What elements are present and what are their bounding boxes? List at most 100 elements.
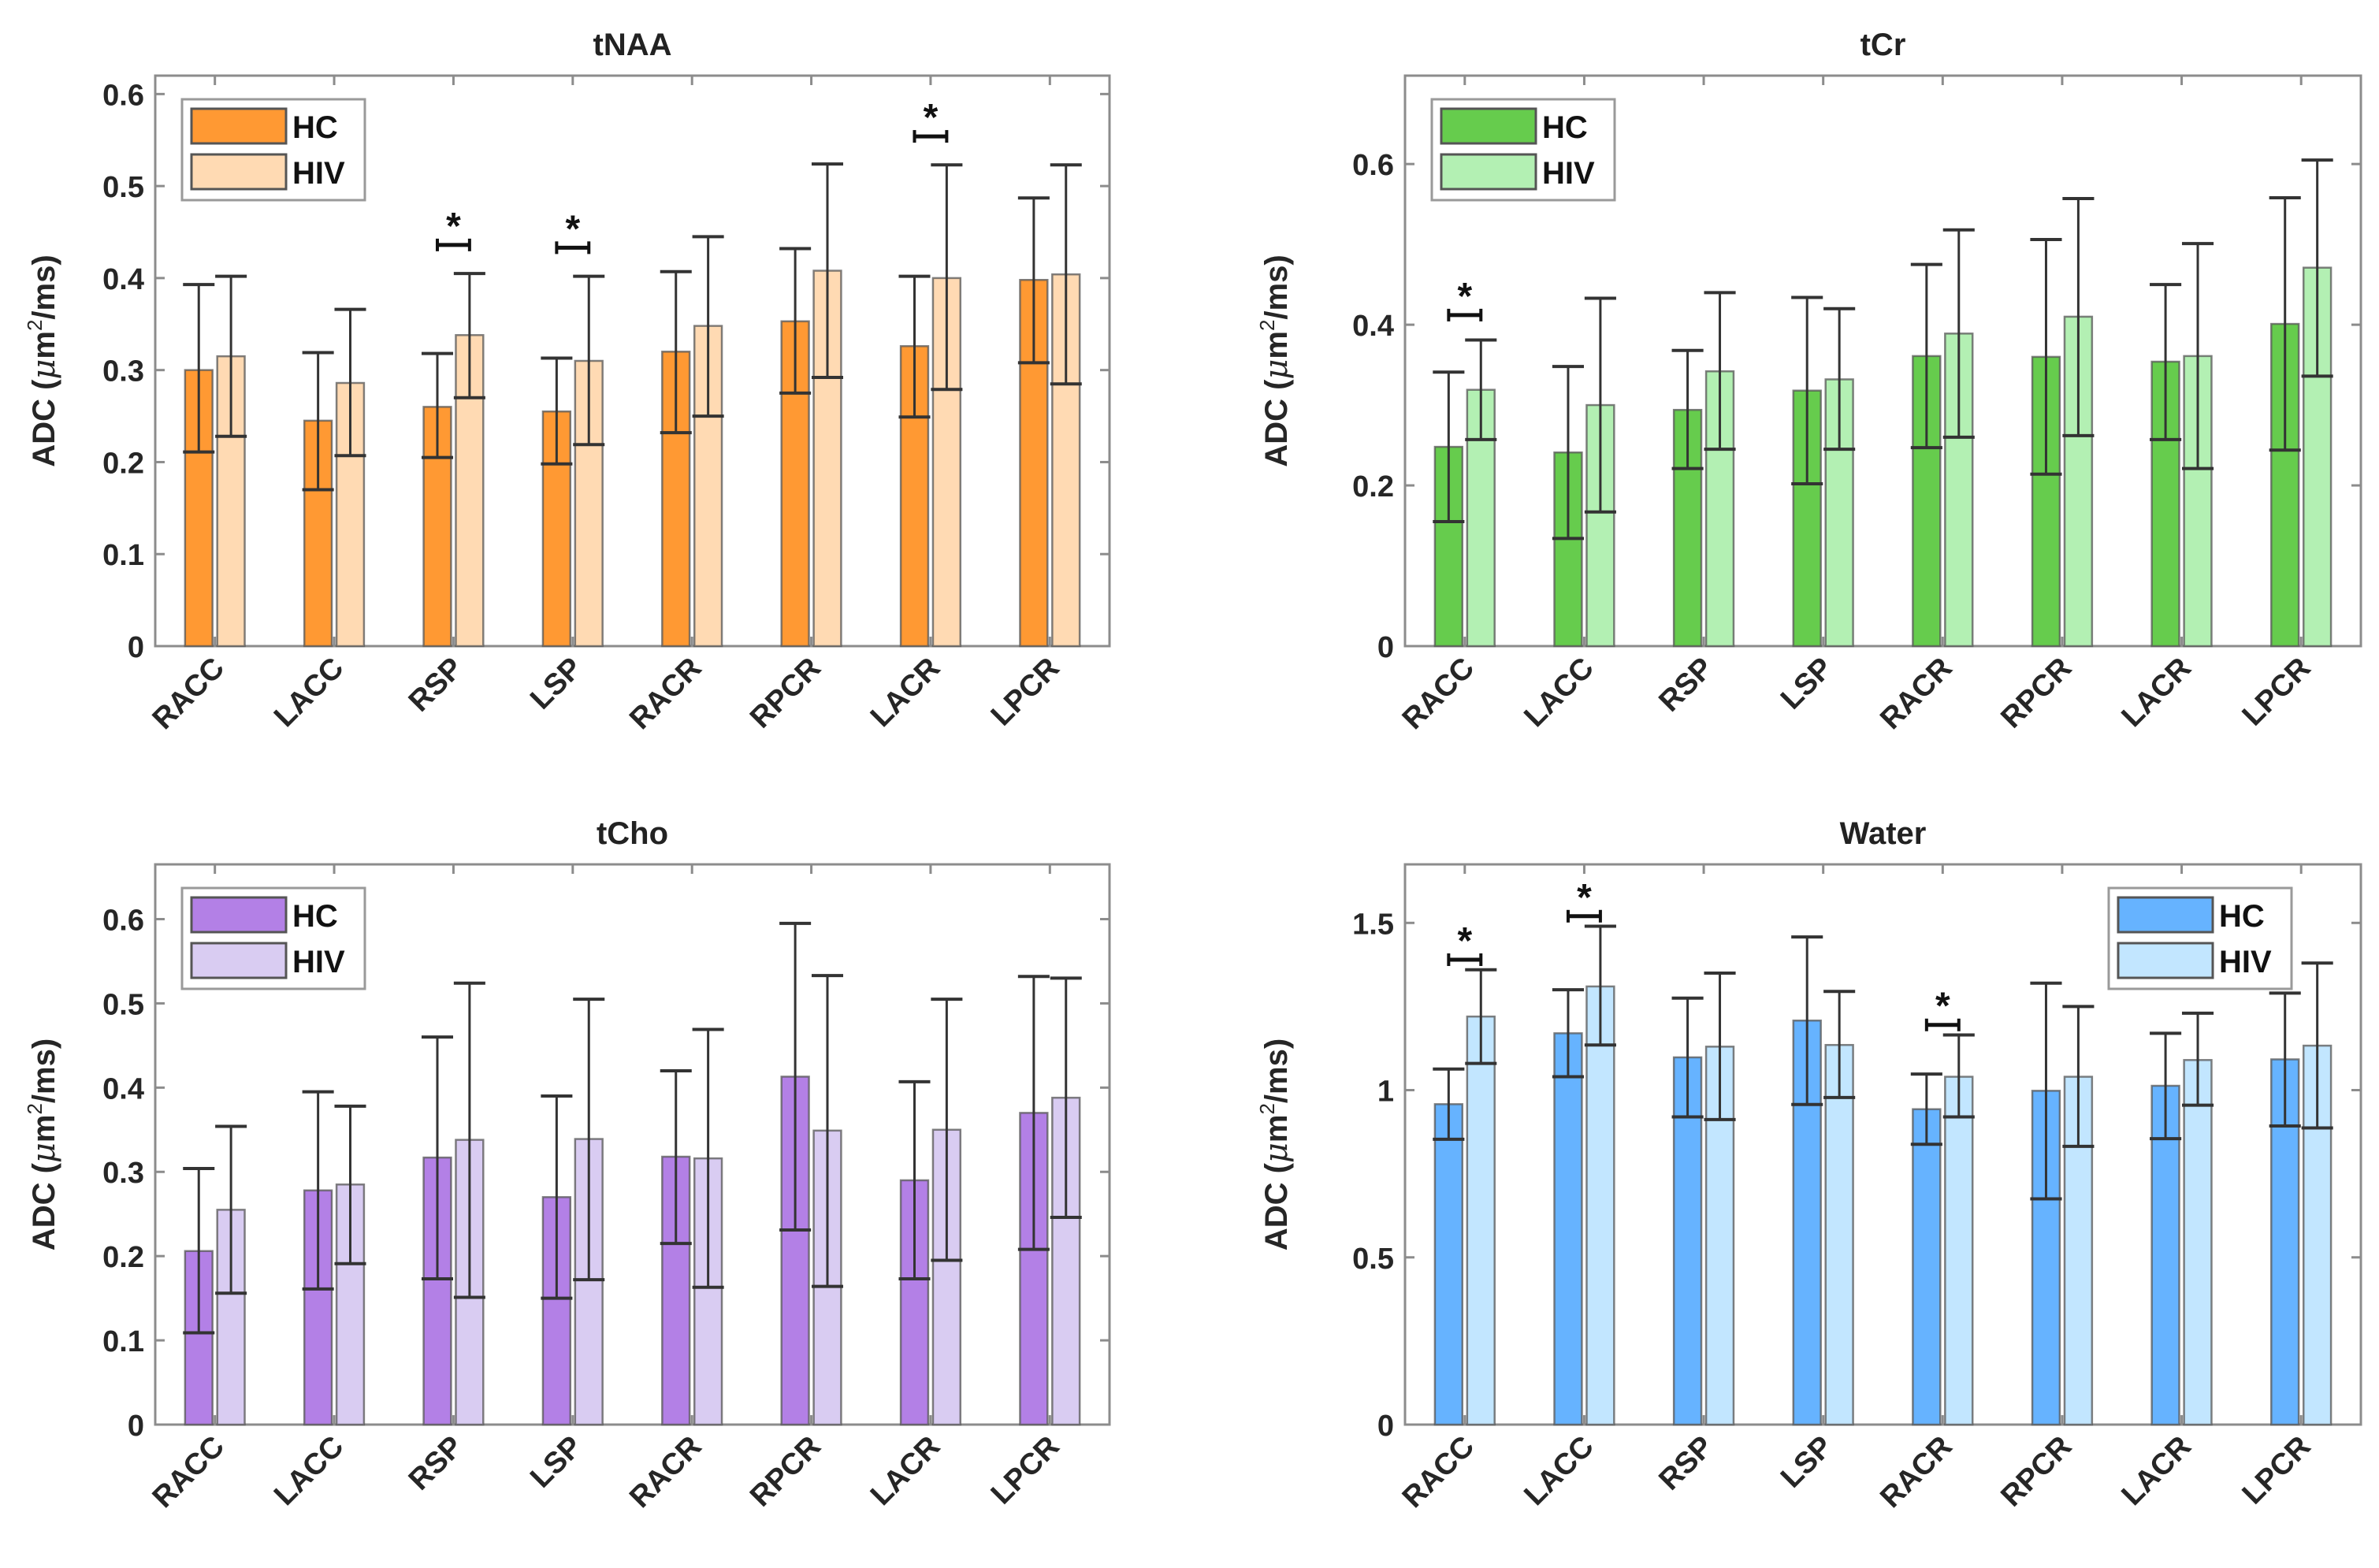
significance-star: * (446, 206, 461, 247)
significance-star: * (1935, 986, 1950, 1027)
y-tick-label: 0.6 (1352, 149, 1394, 182)
legend-label: HIV (292, 156, 345, 191)
x-tick-label: RACR (1874, 652, 1958, 736)
significance-star: * (1457, 920, 1472, 962)
legend-swatch-hc (190, 896, 288, 934)
axes-box (1403, 74, 2362, 648)
bar-hc (661, 1155, 691, 1426)
chart-title: tNAA (593, 28, 672, 62)
x-tick-label: RPCR (1994, 652, 2078, 735)
legend: HC HIV (2107, 886, 2293, 990)
x-tick-label: LACC (1518, 652, 1600, 734)
bar-hiv (1824, 1043, 1854, 1426)
y-tick-label: 1 (1377, 1076, 1394, 1109)
y-tick-label: 0.4 (102, 1072, 144, 1105)
legend-swatch-hiv (2117, 942, 2214, 979)
y-label-suffix: /ms) (1259, 255, 1294, 319)
y-axis-label: ADC (μm2/ms) (23, 1039, 62, 1250)
bar-hc (1553, 1032, 1583, 1426)
x-tick-label: RACC (1396, 652, 1481, 736)
y-tick-label: 0 (128, 631, 144, 664)
y-tick-label: 0.2 (102, 1241, 144, 1274)
x-tick-label: LACC (1518, 1430, 1600, 1512)
y-label-prefix: ADC ( (27, 1162, 61, 1250)
bar-hiv (2183, 1059, 2213, 1426)
y-axis-label: ADC (μm2/ms) (23, 255, 62, 466)
x-tick-label: RSP (403, 652, 470, 719)
legend-swatch-hiv (190, 942, 288, 979)
legend-swatch-hc (2117, 896, 2214, 934)
x-tick-label: LSP (524, 652, 589, 716)
y-tick-label: 0.1 (102, 1325, 144, 1358)
x-tick-label: LACR (2116, 1430, 2198, 1512)
y-label-sup: 2 (23, 320, 46, 331)
x-tick-label: RSP (403, 1430, 470, 1497)
x-tick-label: LSP (1775, 652, 1839, 716)
y-tick-label: 1.5 (1352, 908, 1394, 941)
legend-label: HIV (1542, 156, 1595, 191)
bar-hc (1672, 408, 1703, 648)
significance-star: * (1457, 276, 1472, 318)
legend-label: HIV (2219, 945, 2272, 979)
y-label-sup: 2 (1255, 1103, 1279, 1114)
y-label-suffix: /ms) (1259, 1039, 1294, 1103)
y-tick-label: 0.6 (102, 904, 144, 937)
y-label-unit: m (1259, 331, 1294, 359)
x-tick-label: RSP (1652, 652, 1719, 719)
bar-hiv (1944, 1076, 1974, 1426)
y-tick-label: 0.1 (102, 539, 144, 572)
y-tick-label: 0.3 (102, 355, 144, 388)
chart-title: Water (1840, 816, 1927, 851)
legend: HC HIV (180, 98, 366, 202)
x-tick-label: RACC (147, 652, 231, 736)
bar-hiv (1466, 1015, 1496, 1426)
x-tick-label: LACR (864, 1430, 946, 1512)
significance-star: * (565, 208, 580, 250)
significance-star: * (1577, 877, 1592, 919)
y-tick-label: 0 (1377, 1410, 1394, 1443)
legend-label: HC (2219, 899, 2265, 934)
y-tick-label: 0.2 (102, 447, 144, 480)
bar-hiv (2302, 1044, 2333, 1426)
y-label-mu: μ (26, 1143, 62, 1163)
x-tick-label: LACR (864, 652, 946, 734)
bar-hc (1433, 445, 1464, 648)
x-tick-label: RSP (1652, 1430, 1719, 1497)
chart-panel-tnaa: tNAA 0 0.1 0.2 0.3 0.4 0.5 0.6 ADC (μm2/ms) RACC L… (23, 28, 1111, 736)
y-label-mu: μ (26, 359, 62, 380)
y-tick-label: 0.5 (1352, 1243, 1394, 1276)
y-label-sup: 2 (23, 1103, 46, 1114)
y-label-unit: m (1259, 1115, 1294, 1143)
legend-label: HC (1542, 110, 1588, 145)
chart-panel-tcr: tCr 0 0.2 0.4 0.6 ADC (μm2/ms) RACC LACC RSP LSP R… (1255, 28, 2362, 736)
bar-hc (1912, 1108, 1942, 1426)
legend-label: HIV (292, 945, 345, 979)
y-tick-label: 0 (1377, 631, 1394, 664)
y-tick-label: 0.4 (102, 263, 144, 296)
x-tick-label: LACC (268, 1430, 350, 1512)
x-tick-label: RACC (147, 1430, 231, 1514)
y-axis-label: ADC (μm2/ms) (1255, 255, 1295, 466)
bar-hc (1433, 1103, 1464, 1426)
bar-hiv (1585, 985, 1615, 1426)
x-tick-label: LSP (524, 1430, 589, 1495)
axes-box (1403, 863, 2362, 1426)
y-label-suffix: /ms) (27, 255, 61, 319)
significance-star: * (924, 97, 939, 139)
x-tick-label: LACC (268, 652, 350, 734)
x-tick-label: RACR (623, 1430, 708, 1514)
x-tick-label: LACR (2116, 652, 2198, 734)
y-tick-label: 0 (128, 1410, 144, 1443)
y-label-prefix: ADC ( (1259, 379, 1294, 467)
y-tick-label: 0.4 (1352, 310, 1394, 343)
legend-swatch-hiv (1440, 153, 1537, 191)
y-tick-label: 0.5 (102, 171, 144, 204)
y-label-unit: m (27, 1115, 61, 1143)
bar-hc (541, 1196, 572, 1426)
x-tick-label: RPCR (744, 652, 827, 735)
x-tick-label: LPCR (2236, 1430, 2318, 1511)
x-tick-label: RPCR (1994, 1430, 2078, 1514)
x-tick-label: RACR (1874, 1430, 1958, 1514)
chart-panel-water: Water 0 0.5 1 1.5 ADC (μm2/ms) RACC LACC RSP LSP R… (1255, 816, 2362, 1514)
